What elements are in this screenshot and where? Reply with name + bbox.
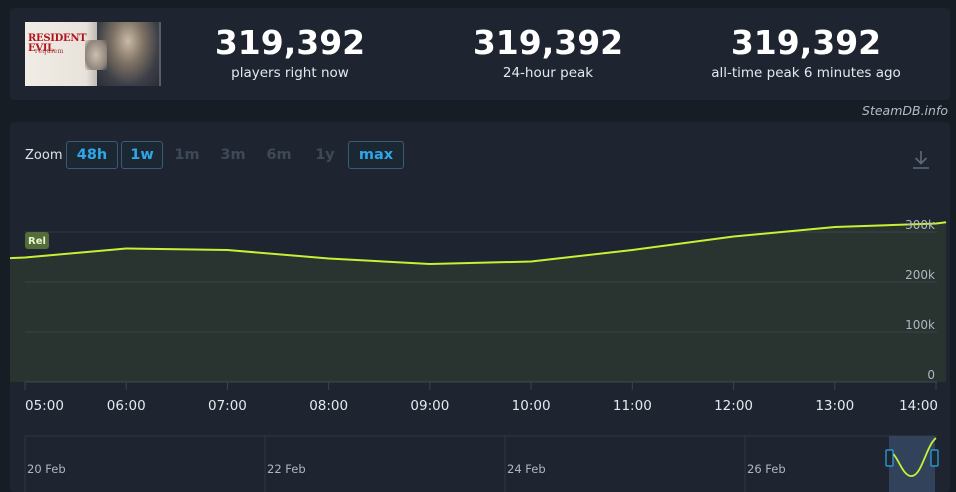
player-count-chart: Rel 0 100k 200k 300k 05:00 06:00 07:00 08:00 09… xyxy=(10,218,947,492)
y-tick-label: 200k xyxy=(905,268,935,282)
stat-players-now: 319,392 players right now xyxy=(180,24,400,82)
series-line xyxy=(10,221,947,265)
zoom-label: Zoom xyxy=(25,148,63,163)
navigator-handle-left[interactable] xyxy=(885,449,894,467)
steamdb-watermark: SteamDB.info xyxy=(862,103,948,118)
x-tick-label: 14:00 xyxy=(899,398,938,414)
x-tick-label: 05:00 xyxy=(25,398,64,414)
navigator-handle-right[interactable] xyxy=(930,449,939,467)
zoom-48h-button[interactable]: 48h xyxy=(66,141,118,169)
y-tick-label: 100k xyxy=(905,318,935,332)
navigator-series-line xyxy=(889,437,937,477)
x-tick-label: 08:00 xyxy=(309,398,348,414)
zoom-3m-button[interactable]: 3m xyxy=(220,147,246,163)
navigator-date-label: 26 Feb xyxy=(747,462,786,476)
download-icon[interactable] xyxy=(912,150,930,170)
cover-face-art xyxy=(97,22,159,86)
release-badge xyxy=(25,232,49,249)
navigator-date-label: 20 Feb xyxy=(27,462,66,476)
x-tick-label: 10:00 xyxy=(512,398,551,414)
stat-label: all-time peak 6 minutes ago xyxy=(711,65,901,81)
stat-value: 319,392 xyxy=(214,23,366,62)
stat-all-time-peak: 319,392 all-time peak 6 minutes ago xyxy=(696,24,916,82)
cover-title: RESIDENT EVIL xyxy=(28,33,87,54)
zoom-1y-button[interactable]: 1y xyxy=(315,147,335,163)
navigator-date-label: 24 Feb xyxy=(507,462,546,476)
y-tick-label: 0 xyxy=(927,368,935,382)
series-area xyxy=(10,222,947,382)
release-marker[interactable]: Rel xyxy=(25,232,49,249)
game-cover-image[interactable]: RESIDENT EVIL requiem xyxy=(25,22,161,86)
x-tick-label: 13:00 xyxy=(815,398,854,414)
x-tick-label: 06:00 xyxy=(107,398,146,414)
cover-hand-art xyxy=(85,40,107,70)
zoom-1m-button[interactable]: 1m xyxy=(174,147,200,163)
stat-label: 24-hour peak xyxy=(502,65,594,81)
stat-value: 319,392 xyxy=(472,23,624,62)
chart-panel: Zoom 48h 1w 1m 3m 6m 1y max Rel 0 100k 200… xyxy=(10,122,950,492)
zoom-6m-button[interactable]: 6m xyxy=(266,147,292,163)
stat-24h-peak: 319,392 24-hour peak xyxy=(438,24,658,82)
stat-label: players right now xyxy=(231,65,349,81)
stats-header: RESIDENT EVIL requiem 319,392 players ri… xyxy=(10,8,950,100)
x-tick-label: 12:00 xyxy=(714,398,753,414)
zoom-1w-button[interactable]: 1w xyxy=(121,141,163,169)
x-tick-label: 09:00 xyxy=(410,398,449,414)
x-tick-label: 11:00 xyxy=(613,398,652,414)
navigator-date-label: 22 Feb xyxy=(267,462,306,476)
release-label: Rel xyxy=(28,236,46,247)
zoom-max-button[interactable]: max xyxy=(348,141,404,169)
x-tick-label: 07:00 xyxy=(208,398,247,414)
y-tick-label: 300k xyxy=(905,218,935,232)
cover-subtitle: requiem xyxy=(35,48,64,55)
stat-value: 319,392 xyxy=(730,23,882,62)
navigator-selection[interactable] xyxy=(889,436,935,492)
